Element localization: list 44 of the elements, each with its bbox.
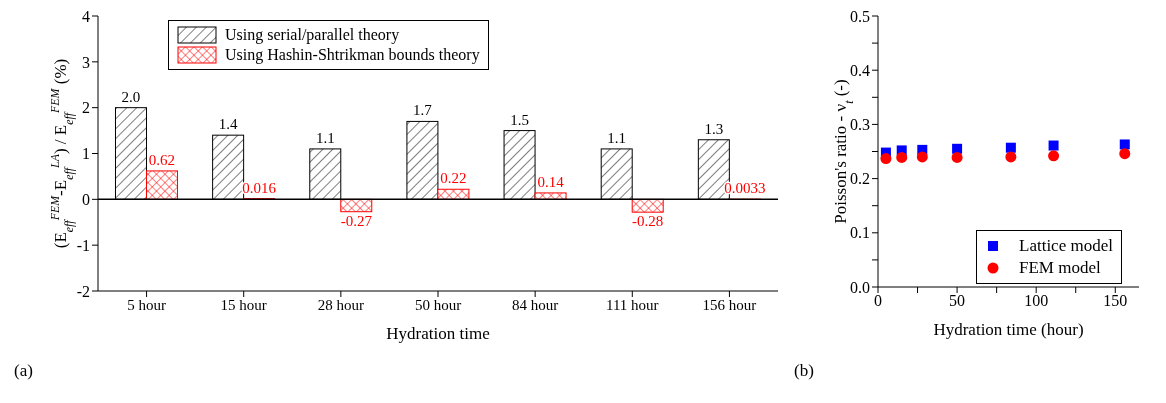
y-tick-label: 0.3 xyxy=(850,116,870,134)
data-label: 1.5 xyxy=(510,111,529,128)
y-tick-label: 1 xyxy=(82,145,90,163)
x-tick-label: 50 xyxy=(949,292,966,310)
y-tick-label: 3 xyxy=(82,53,90,71)
legend-label: FEM model xyxy=(1019,258,1101,278)
y-tick-label: 0.1 xyxy=(850,224,870,242)
x-tick-label: 15 hour xyxy=(220,296,267,313)
text: (b) xyxy=(794,361,814,381)
data-label: 0.14 xyxy=(537,173,565,190)
text: (a) xyxy=(14,361,33,381)
y-tick-label: 2 xyxy=(82,99,90,117)
x-tick-label: 50 hour xyxy=(414,296,462,313)
y-tick-label: 0.0 xyxy=(850,278,870,296)
x-axis-title: Hydration time xyxy=(386,324,490,343)
x-tick-label: 84 hour xyxy=(512,296,559,313)
y-tick-label: 0.4 xyxy=(850,61,870,79)
data-label: 1.1 xyxy=(315,129,335,146)
data-label: -0.27 xyxy=(340,212,373,229)
x-tick-label: 100 xyxy=(1024,292,1049,310)
y-tick-label: 0 xyxy=(82,191,90,209)
data-label: 1.7 xyxy=(413,102,433,119)
x-tick-label: 150 xyxy=(1103,292,1128,310)
y-tick-label: 4 xyxy=(82,7,90,25)
x-tick-label: 5 hour xyxy=(127,296,166,313)
y-tick-label: 0.5 xyxy=(850,7,870,25)
data-label: 0.62 xyxy=(148,151,176,168)
data-label: -0.28 xyxy=(632,213,664,230)
data-label: 1.4 xyxy=(218,116,238,133)
legend-label: Using Hashin-Shtrikman bounds theory xyxy=(225,46,480,64)
data-label: 1.3 xyxy=(704,120,724,137)
data-label: 0.22 xyxy=(440,170,467,187)
x-tick-label: 156 hour xyxy=(702,296,757,313)
y-tick-label: -1 xyxy=(76,236,90,254)
data-label: 1.1 xyxy=(607,129,627,146)
y-tick-label: -2 xyxy=(76,282,90,300)
x-tick-label: 28 hour xyxy=(317,296,364,313)
x-axis-title: Hydration time (hour) xyxy=(933,320,1084,339)
legend-label: Using serial/parallel theory xyxy=(225,26,400,44)
x-tick-label: 0 xyxy=(874,292,882,310)
y-tick-label: 0.2 xyxy=(850,170,870,188)
data-label: 2.0 xyxy=(121,88,141,105)
x-tick-label: 111 hour xyxy=(605,296,659,313)
legend-label: Lattice model xyxy=(1019,236,1113,256)
